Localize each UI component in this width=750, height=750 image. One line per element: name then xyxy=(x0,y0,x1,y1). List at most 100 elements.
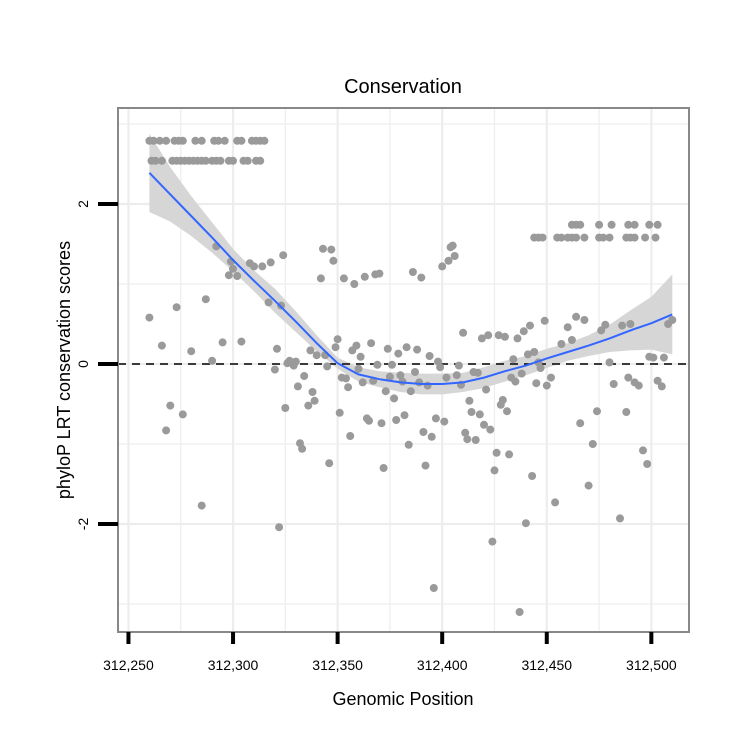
x-tick-label: 312,350 xyxy=(312,657,363,673)
data-point xyxy=(335,408,344,417)
data-point xyxy=(406,387,415,396)
data-point xyxy=(530,348,539,356)
data-point xyxy=(316,274,325,283)
data-point xyxy=(304,401,313,410)
data-point xyxy=(329,256,338,265)
data-point xyxy=(220,136,229,145)
data-point xyxy=(350,280,359,288)
data-point xyxy=(342,374,350,383)
data-point xyxy=(388,360,396,369)
data-point xyxy=(264,298,273,307)
trend-line xyxy=(148,172,673,385)
data-point xyxy=(450,252,459,260)
x-tick-label: 312,500 xyxy=(626,657,677,673)
data-point xyxy=(413,345,422,354)
data-point xyxy=(609,380,618,388)
data-point xyxy=(498,396,507,404)
data-point xyxy=(523,350,532,359)
data-point xyxy=(243,156,252,165)
data-point xyxy=(653,376,662,385)
data-point xyxy=(584,481,593,490)
data-point xyxy=(408,268,417,276)
data-point xyxy=(214,136,223,145)
data-point xyxy=(607,220,616,229)
data-point xyxy=(599,233,608,242)
data-point xyxy=(178,136,187,145)
data-point xyxy=(436,363,445,372)
data-point xyxy=(166,401,175,410)
data-point xyxy=(155,136,164,145)
data-point xyxy=(494,331,503,340)
data-point xyxy=(367,339,376,348)
data-point xyxy=(201,295,210,304)
x-axis-label: Genomic Position xyxy=(332,689,473,709)
data-point xyxy=(237,337,246,346)
data-point xyxy=(519,327,528,336)
data-point xyxy=(547,373,555,382)
data-point xyxy=(352,341,361,350)
data-point xyxy=(201,156,210,165)
data-point xyxy=(461,428,470,437)
data-point xyxy=(536,364,545,372)
data-point xyxy=(477,334,486,343)
data-point xyxy=(275,523,284,532)
data-point xyxy=(260,136,269,145)
data-point xyxy=(145,313,154,322)
y-tick-label: -2 xyxy=(75,518,91,531)
data-point xyxy=(323,362,332,371)
plot-border xyxy=(117,107,690,633)
data-points xyxy=(145,136,677,616)
data-point xyxy=(444,256,453,265)
data-point xyxy=(162,136,171,145)
data-point xyxy=(250,262,258,271)
data-point xyxy=(515,608,524,616)
data-point xyxy=(229,156,237,165)
data-point xyxy=(425,352,434,360)
data-point xyxy=(657,382,666,391)
data-point xyxy=(229,264,237,273)
y-tick-label: 2 xyxy=(75,200,91,208)
data-point xyxy=(216,156,225,165)
data-point xyxy=(360,272,369,281)
data-point xyxy=(331,343,340,352)
data-point xyxy=(402,343,411,352)
data-point xyxy=(448,241,457,250)
data-point xyxy=(557,233,566,242)
data-point xyxy=(358,378,367,387)
data-point xyxy=(392,416,401,424)
data-point xyxy=(365,416,373,425)
data-point xyxy=(618,321,627,330)
data-point xyxy=(597,326,606,335)
data-point xyxy=(624,220,633,229)
data-point xyxy=(505,450,514,459)
data-point xyxy=(415,378,424,387)
data-point xyxy=(258,262,267,271)
data-point xyxy=(626,320,635,328)
data-point xyxy=(438,262,447,271)
data-point xyxy=(459,328,468,337)
chart-title: Conservation xyxy=(344,76,462,98)
data-point xyxy=(266,258,275,267)
data-point xyxy=(197,501,206,510)
data-point xyxy=(383,344,392,353)
data-point xyxy=(197,136,206,145)
data-point xyxy=(375,269,384,278)
data-point xyxy=(486,425,495,434)
data-point xyxy=(595,220,604,229)
data-point xyxy=(218,338,227,347)
data-point xyxy=(300,372,309,380)
data-point xyxy=(576,220,585,229)
data-point xyxy=(381,387,390,396)
data-point xyxy=(538,233,547,242)
data-point xyxy=(532,379,541,388)
data-point xyxy=(442,373,451,382)
data-point xyxy=(427,432,436,441)
data-point xyxy=(151,156,160,165)
data-point xyxy=(421,461,430,470)
data-point xyxy=(616,514,624,523)
data-point xyxy=(567,336,576,344)
data-point xyxy=(653,220,662,229)
data-point xyxy=(191,136,200,145)
data-point xyxy=(557,340,566,348)
